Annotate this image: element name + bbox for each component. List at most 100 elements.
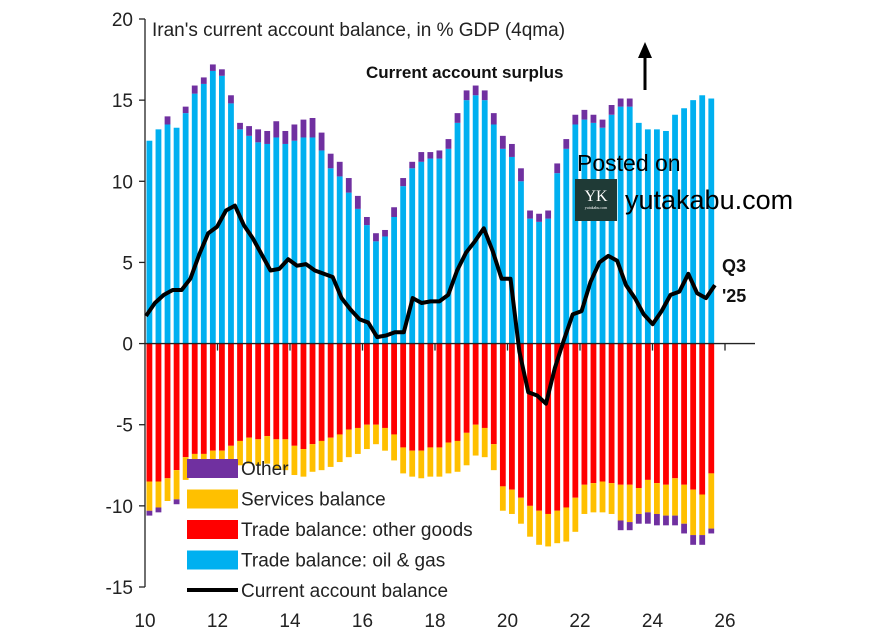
bar-other bbox=[626, 98, 633, 107]
bar-other-goods bbox=[191, 343, 198, 454]
bar-other bbox=[626, 522, 633, 531]
bar-oil-gas bbox=[182, 113, 189, 344]
bar-oil-gas bbox=[554, 173, 561, 344]
bar-services bbox=[617, 484, 624, 521]
bar-other-goods bbox=[345, 343, 352, 430]
bar-other-goods bbox=[599, 343, 606, 482]
y-tick-label: 15 bbox=[112, 91, 133, 112]
legend-swatch bbox=[187, 459, 238, 478]
bar-other-goods bbox=[228, 343, 234, 446]
bar-services bbox=[518, 497, 524, 524]
bar-other-goods bbox=[182, 343, 189, 458]
x-tick-label: 20 bbox=[497, 611, 518, 632]
bar-services bbox=[155, 481, 162, 508]
bar-other bbox=[599, 119, 606, 128]
bar-oil-gas bbox=[608, 114, 615, 344]
bar-other-goods bbox=[200, 343, 207, 454]
bar-other-goods bbox=[509, 343, 515, 490]
bar-services bbox=[463, 432, 470, 466]
bar-other bbox=[554, 163, 561, 174]
bar-other-goods bbox=[572, 343, 579, 498]
bar-oil-gas bbox=[418, 161, 425, 344]
bar-oil-gas bbox=[445, 148, 452, 344]
bar-services bbox=[164, 478, 171, 501]
bar-services bbox=[690, 489, 697, 536]
y-tick-label: 5 bbox=[122, 253, 133, 274]
bar-oil-gas bbox=[472, 95, 479, 344]
bar-other-goods bbox=[663, 343, 669, 485]
bar-oil-gas bbox=[617, 106, 624, 344]
bar-oil-gas bbox=[463, 100, 470, 344]
bar-oil-gas bbox=[209, 70, 216, 344]
bar-oil-gas bbox=[690, 100, 697, 344]
bar-oil-gas bbox=[454, 122, 461, 344]
bar-oil-gas bbox=[327, 168, 334, 344]
bar-other bbox=[499, 135, 506, 149]
bar-other-goods bbox=[490, 343, 497, 445]
bar-services bbox=[364, 424, 370, 450]
bar-oil-gas bbox=[581, 119, 588, 344]
bar-other bbox=[572, 114, 579, 125]
bar-services bbox=[264, 436, 271, 464]
bar-other-goods bbox=[309, 343, 316, 445]
bar-other bbox=[209, 64, 216, 71]
bar-oil-gas bbox=[427, 158, 434, 344]
legend: Other Services balance Trade balance: othe… bbox=[187, 459, 473, 602]
bar-other bbox=[155, 507, 162, 513]
legend-item: Services balance bbox=[187, 489, 386, 511]
legend-label: Trade balance: other goods bbox=[241, 520, 473, 541]
bar-other bbox=[681, 523, 687, 534]
bar-services bbox=[563, 507, 570, 542]
current-account-line bbox=[144, 203, 717, 406]
bar-oil-gas bbox=[563, 148, 570, 344]
bar-oil-gas bbox=[409, 168, 416, 344]
bar-oil-gas bbox=[599, 127, 606, 344]
bar-other bbox=[182, 106, 189, 114]
bar-other bbox=[164, 116, 171, 125]
bar-other bbox=[391, 207, 397, 217]
bar-oil-gas bbox=[255, 142, 262, 344]
bar-other-goods bbox=[409, 343, 416, 451]
bar-other-goods bbox=[617, 343, 624, 485]
bar-oil-gas bbox=[499, 148, 506, 344]
bar-other-goods bbox=[391, 343, 397, 435]
bar-other bbox=[672, 515, 678, 526]
bar-other-goods bbox=[273, 343, 280, 440]
bar-services bbox=[282, 439, 289, 471]
bar-services bbox=[391, 434, 397, 461]
bar-other bbox=[527, 210, 533, 219]
bar-oil-gas bbox=[345, 192, 352, 344]
bar-services bbox=[173, 470, 180, 500]
bar-other bbox=[255, 129, 262, 143]
bar-other-goods bbox=[282, 343, 289, 440]
bar-other bbox=[581, 109, 588, 120]
bar-oil-gas bbox=[663, 130, 669, 344]
bar-other-goods bbox=[626, 343, 633, 485]
bar-other bbox=[228, 95, 234, 104]
bar-services bbox=[418, 450, 425, 479]
bar-oil-gas bbox=[309, 137, 316, 344]
bar-services bbox=[644, 479, 651, 513]
bar-services bbox=[590, 483, 597, 513]
bar-services bbox=[490, 444, 497, 471]
bar-other-goods bbox=[527, 343, 533, 506]
bar-other bbox=[427, 152, 434, 159]
bar-other bbox=[536, 213, 542, 222]
up-arrow-icon bbox=[638, 42, 652, 90]
bar-other-goods bbox=[536, 343, 542, 511]
bar-other-goods bbox=[382, 343, 388, 428]
bar-services bbox=[309, 444, 316, 472]
bar-other bbox=[418, 152, 425, 162]
bar-other-goods bbox=[481, 343, 488, 428]
bar-other-goods bbox=[255, 343, 262, 440]
bar-services bbox=[237, 440, 243, 466]
bar-other-goods bbox=[590, 343, 597, 484]
legend-swatch bbox=[187, 550, 238, 570]
x-tick-label: 12 bbox=[207, 611, 228, 632]
bar-services bbox=[654, 483, 660, 514]
bar-other bbox=[318, 132, 325, 151]
bar-services bbox=[708, 473, 715, 529]
bar-oil-gas bbox=[708, 98, 715, 344]
bar-services bbox=[554, 510, 561, 544]
bar-oil-gas bbox=[191, 93, 198, 344]
